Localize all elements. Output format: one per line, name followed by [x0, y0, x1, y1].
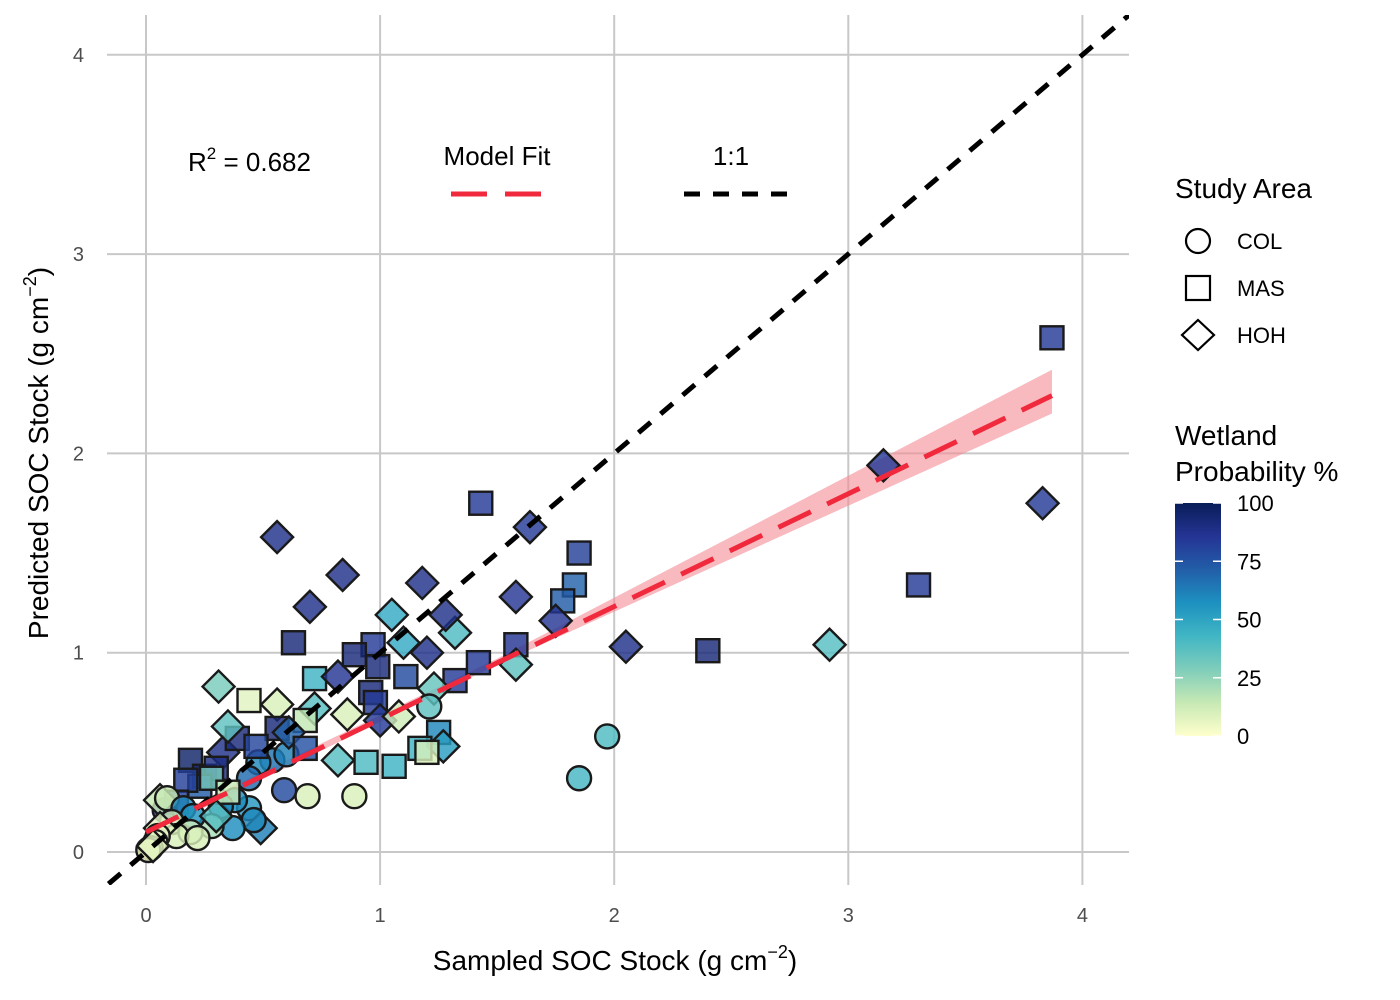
data-point-diamond — [210, 708, 246, 745]
data-point-square — [341, 641, 368, 668]
data-point-square — [353, 749, 379, 776]
model-fit-label: Model Fit — [444, 141, 552, 171]
data-point-square — [381, 753, 407, 780]
y-axis-title: Predicted SOC Stock (g cm−2) — [20, 267, 54, 639]
data-point-circle — [593, 723, 621, 750]
color-legend-title-line2: Probability % — [1175, 456, 1338, 487]
x-tick-label: 2 — [609, 905, 620, 927]
data-point-circle — [341, 782, 368, 810]
color-legend: Wetland Probability % 0 25 50 75 100 — [1175, 420, 1338, 749]
grid — [107, 15, 1129, 885]
data-point-diamond — [292, 589, 328, 625]
data-point-diamond — [324, 557, 361, 593]
data-point-square — [414, 739, 440, 766]
data-point-square — [468, 490, 494, 516]
data-point-diamond — [200, 668, 237, 705]
points — [135, 325, 1065, 864]
data-point-square — [566, 540, 592, 566]
x-tick-label: 4 — [1077, 905, 1088, 927]
y-tick-label: 4 — [73, 45, 84, 67]
data-point-diamond — [320, 658, 356, 695]
r2-superscript: 2 — [207, 144, 216, 163]
model-fit-line — [144, 393, 1054, 835]
data-point-square — [905, 572, 932, 598]
data-point-diamond — [498, 579, 534, 615]
data-point-diamond — [320, 742, 356, 779]
data-point-diamond — [374, 597, 410, 633]
data-point-circle — [184, 824, 211, 852]
data-point-diamond — [404, 565, 440, 601]
legend-label-mas: MAS — [1237, 276, 1285, 301]
data-point-square — [1039, 325, 1065, 351]
data-point-square — [465, 649, 492, 676]
y-tick-label: 1 — [73, 643, 84, 665]
data-point-diamond — [427, 597, 464, 633]
data-point-diamond — [811, 627, 848, 663]
x-tick-labels: 0 1 2 3 4 — [140, 905, 1088, 927]
x-axis-title: Sampled SOC Stock (g cm−2) — [433, 942, 797, 976]
color-bar-tick-label: 25 — [1237, 666, 1261, 691]
one-to-one-label: 1:1 — [713, 141, 749, 171]
r2-annotation: R2 = 0.682 — [188, 144, 311, 177]
data-point-square — [393, 663, 419, 690]
one-to-one-line — [107, 15, 1129, 885]
legend-diamond-icon — [1180, 318, 1216, 352]
x-tick-label: 3 — [843, 905, 854, 927]
data-point-circle — [416, 693, 443, 720]
color-bar-tick-label: 100 — [1237, 491, 1274, 516]
data-point-square — [365, 653, 391, 680]
data-point-diamond — [385, 625, 422, 661]
data-point-diamond — [259, 519, 295, 555]
legend-circle-icon — [1184, 227, 1212, 255]
data-point-diamond — [198, 798, 234, 834]
data-point-circle — [565, 765, 593, 792]
color-bar-tick-label: 50 — [1237, 608, 1261, 633]
y-tick-labels: 0 1 2 3 4 — [73, 45, 84, 864]
color-bar-tick-label: 75 — [1237, 549, 1261, 574]
legend-square-icon — [1184, 274, 1212, 302]
data-point-circle — [294, 782, 321, 810]
shape-legend: Study Area COL MAS HOH — [1175, 173, 1312, 352]
data-point-square — [695, 638, 721, 664]
color-bar-ticks: 0 25 50 75 100 — [1175, 491, 1274, 749]
y-tick-label: 3 — [73, 244, 84, 266]
data-point-square — [173, 767, 199, 793]
data-point-square — [243, 733, 269, 760]
data-point-square — [280, 630, 307, 656]
legend-label-hoh: HOH — [1237, 323, 1286, 348]
r2-value: = 0.682 — [216, 147, 311, 177]
data-point-diamond — [1024, 485, 1061, 521]
data-point-circle — [270, 777, 298, 804]
color-bar-tick-label: 0 — [1237, 724, 1249, 749]
reference-lines — [107, 15, 1129, 885]
legend-label-col: COL — [1237, 229, 1282, 254]
data-point-diamond — [608, 629, 644, 665]
color-legend-title-line1: Wetland — [1175, 420, 1277, 451]
data-point-diamond — [329, 696, 366, 733]
y-tick-label: 2 — [73, 443, 84, 465]
x-tick-label: 0 — [140, 905, 151, 927]
r2-prefix: R — [188, 147, 207, 177]
data-point-square — [236, 687, 262, 714]
shape-legend-title: Study Area — [1175, 173, 1312, 204]
x-tick-label: 1 — [375, 905, 386, 927]
y-tick-label: 0 — [73, 842, 84, 864]
